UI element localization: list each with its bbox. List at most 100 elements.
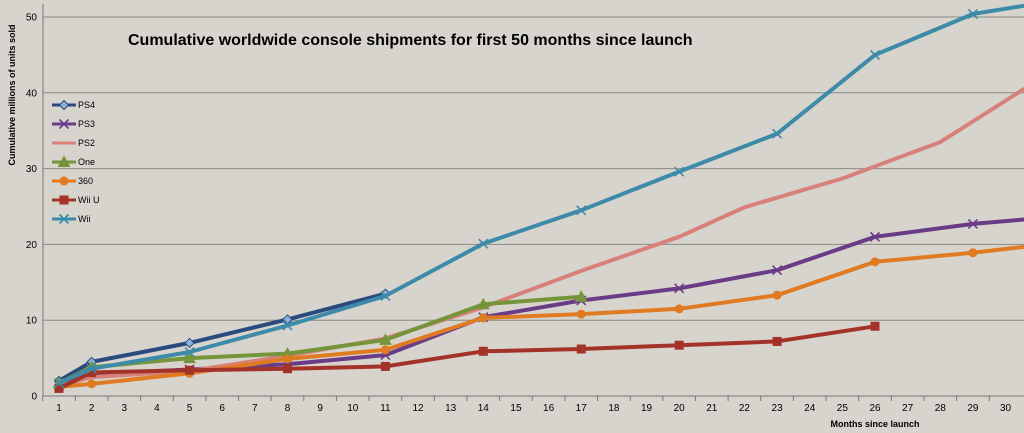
legend-marker [59,195,69,205]
data-point-ps3 [772,265,783,276]
data-point-wii-u [674,340,684,350]
x-tick-label: 15 [510,403,522,414]
data-point-ps4 [184,337,195,349]
data-point-ps3 [674,283,685,294]
data-point-ps3 [967,218,978,229]
legend-marker [59,176,69,186]
data-point-wii-stroke [674,166,685,177]
legend-label: Wii U [78,195,100,205]
x-tick-label: 13 [445,403,457,414]
x-tick-label: 2 [89,403,95,414]
data-point-wii-stroke [967,8,978,20]
data-point-one [183,351,196,364]
data-point-360 [282,354,292,364]
x-tick-label: 24 [804,403,816,414]
data-point-wii-stroke [53,378,65,389]
legend-marker [57,155,71,167]
x-tick-label: 7 [252,403,258,414]
data-point-wii [967,8,978,20]
data-point-wii [772,128,783,139]
legend: PS4 PS3 PS2 One 360 Wii U Wii [52,99,100,225]
data-point-wii [282,320,293,331]
data-point-ps3-stroke [869,231,881,242]
legend-marker [58,213,70,225]
x-tick-label: 25 [837,403,849,414]
legend-marker-stroke [58,213,70,225]
data-point-wii [184,346,195,358]
x-tick-label: 19 [641,403,653,414]
legend-marker-stroke [58,118,70,130]
data-point-wii-u [185,365,195,375]
data-point-wii-u [772,336,782,346]
data-point-360 [674,304,684,314]
y-tick-label: 30 [26,164,38,175]
chart-title: Cumulative worldwide console shipments f… [128,32,693,49]
data-point-wii [53,378,65,389]
x-tick-label: 16 [543,403,555,414]
y-tick-label: 20 [26,240,38,251]
series-line-wii-u [57,324,877,391]
data-point-360 [576,309,586,319]
data-point-ps3 [869,231,881,242]
legend-item-one: One [52,155,95,167]
x-tick-label: 5 [187,403,193,414]
data-point-wii-stroke [86,363,97,374]
data-point-wii [86,363,97,374]
x-tick-label: 17 [576,403,588,414]
data-point-360 [870,257,880,267]
data-point-360 [87,379,97,389]
data-point-wii [674,166,685,177]
data-point-wii [380,290,391,302]
data-point-ps3-stroke [967,218,978,229]
series-line-wii [57,3,1024,386]
legend-label: Wii [78,214,91,224]
data-point-wii-stroke [184,346,195,358]
data-point-wii-u [54,383,64,393]
data-point-one [476,297,490,310]
data-point-360 [380,345,390,355]
legend-item-wii-u: Wii U [52,195,100,205]
data-point-wii-u [282,364,292,374]
x-tick-label: 9 [317,403,323,414]
y-tick-label: 50 [26,13,38,24]
x-tick-label: 3 [121,403,127,414]
x-tick-label: 30 [1000,403,1012,414]
legend-label: One [78,157,95,167]
series-lines [52,3,1024,393]
data-point-ps3-stroke [772,265,783,276]
data-point-wii-stroke [869,49,881,60]
y-tick-label: 10 [26,316,38,327]
x-tick-label: 22 [739,403,751,414]
x-tick-label: 6 [219,403,225,414]
x-tick-label: 21 [706,403,718,414]
data-point-wii-u [87,368,97,378]
data-point-one [379,333,392,345]
data-point-wii-u [478,346,488,356]
legend-label: 360 [78,176,93,186]
data-point-wii-stroke [380,290,391,302]
x-tick-label: 10 [347,403,359,414]
legend-item-ps2: PS2 [52,138,95,148]
x-tick-label: 12 [412,403,424,414]
x-tick-label: 28 [935,403,947,414]
data-point-360 [968,248,978,258]
legend-item-360: 360 [52,176,93,186]
x-tick-label: 8 [285,403,291,414]
legend-marker [58,118,70,130]
data-point-360 [772,290,782,300]
x-tick-label: 26 [869,403,881,414]
x-tick-label: 18 [608,403,620,414]
legend-label: PS3 [78,119,95,129]
data-point-wii-stroke [282,320,293,331]
data-point-wii [869,49,881,60]
x-tick-label: 29 [967,403,979,414]
data-point-360 [478,313,488,323]
data-point-wii-stroke [478,238,489,249]
x-tick-label: 20 [674,403,686,414]
y-tick-label: 0 [31,392,37,403]
legend-item-ps3: PS3 [52,118,95,130]
x-tick-label: 1 [56,403,62,414]
